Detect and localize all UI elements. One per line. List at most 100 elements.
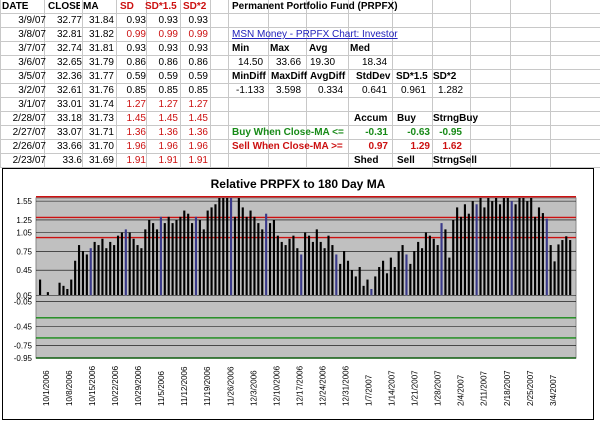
bar <box>518 198 521 296</box>
bar <box>276 235 279 296</box>
header-close: CLOSE <box>48 1 80 12</box>
cell-sd2: 1.36 <box>188 127 208 138</box>
x-tick-label: 1/28/2007 <box>434 370 443 406</box>
cell-date: 2/27/07 <box>12 127 46 138</box>
bar <box>85 254 88 296</box>
bar <box>506 198 509 296</box>
bar <box>148 219 151 296</box>
bar <box>545 218 548 296</box>
bar <box>452 219 455 296</box>
bar <box>249 210 252 296</box>
fund-title: Permanent Portfolio Fund (PRPFX) <box>232 1 398 12</box>
bar <box>105 248 108 296</box>
bar <box>495 198 498 296</box>
bar <box>541 213 544 296</box>
y-tick-label: -0.75 <box>14 341 33 350</box>
bar <box>385 273 389 296</box>
bar <box>378 267 381 296</box>
bar <box>214 204 217 296</box>
cell-ma: 31.77 <box>88 71 114 82</box>
signal-header-sell: Sell <box>397 155 415 166</box>
bar <box>374 276 377 296</box>
cell-sd15: 1.91 <box>158 155 178 166</box>
bar <box>440 223 443 296</box>
bar <box>167 216 170 296</box>
cell-sd2: 0.93 <box>188 15 208 26</box>
bar <box>343 251 346 296</box>
bar <box>241 207 244 296</box>
bar <box>159 216 162 296</box>
cell-sd2: 0.99 <box>188 29 208 40</box>
bar <box>163 223 166 296</box>
cell-close: 33.18 <box>56 113 82 124</box>
cell-sd15: 1.36 <box>158 127 178 138</box>
bar <box>358 267 361 296</box>
bar <box>304 232 307 296</box>
cell-close: 33.66 <box>56 141 82 152</box>
bar <box>116 235 120 296</box>
sell-value-sell: 1.29 <box>410 141 430 152</box>
cell-sd15: 1.96 <box>158 141 178 152</box>
stat-label-stddev: StdDev <box>356 71 391 82</box>
stat-label-min: Min <box>232 43 250 54</box>
x-tick-label: 10/15/2006 <box>88 365 97 406</box>
cell-ma: 31.82 <box>88 29 114 40</box>
cell-sd: 1.45 <box>126 113 146 124</box>
bar <box>420 248 424 296</box>
stat-value-med: 18.34 <box>362 57 388 68</box>
bar <box>152 223 155 296</box>
stat-label-maxdiff: MaxDiff <box>271 71 308 82</box>
bar <box>510 201 513 296</box>
header-sd: SD <box>120 1 134 12</box>
cell-ma: 31.84 <box>88 15 114 26</box>
x-tick-label: 12/17/2006 <box>295 365 304 406</box>
stat-value-sd2: 1.282 <box>438 85 464 96</box>
cell-ma: 31.74 <box>88 99 114 110</box>
bar <box>487 198 490 296</box>
bar <box>471 201 474 296</box>
x-tick-label: 1/21/2007 <box>411 370 420 406</box>
cell-sd2: 0.86 <box>188 57 208 68</box>
bar <box>233 216 237 296</box>
bar <box>179 216 182 296</box>
stat-label-sd15: SD*1.5 <box>396 71 428 82</box>
cell-sd: 1.27 <box>126 99 146 110</box>
bar <box>514 204 517 296</box>
bar <box>210 207 213 296</box>
bar <box>409 263 412 296</box>
header-sd15: SD*1.5 <box>145 1 177 12</box>
bar <box>413 251 416 296</box>
cell-sd2: 1.45 <box>188 113 208 124</box>
bar <box>331 245 334 296</box>
bar <box>549 245 552 296</box>
cell-sd15: 0.93 <box>158 43 178 54</box>
x-axis: 10/1/2006 10/8/2006 10/15/2006 10/22/2006 10… <box>42 365 558 406</box>
bar <box>483 207 486 296</box>
cell-sd15: 1.27 <box>158 99 178 110</box>
bar <box>194 216 198 296</box>
bar <box>261 229 264 296</box>
bar <box>70 279 73 296</box>
stat-value-max: 33.66 <box>276 57 302 68</box>
bar <box>77 245 81 296</box>
cell-sd: 1.96 <box>126 141 146 152</box>
cell-ma: 31.81 <box>88 43 114 54</box>
stat-value-mindiff: -1.133 <box>236 85 265 96</box>
x-tick-label: 11/12/2006 <box>180 366 189 406</box>
bar <box>113 245 116 296</box>
cell-date: 2/26/07 <box>12 141 46 152</box>
bar <box>206 210 209 296</box>
cell-ma: 31.73 <box>88 113 114 124</box>
bar <box>522 198 525 296</box>
msn-chart-link[interactable]: MSN Money - PRPFX Chart: Investor <box>232 29 398 40</box>
y-tick-label: 1.55 <box>16 197 32 206</box>
x-tick-label: 2/4/2007 <box>457 374 466 406</box>
bar <box>171 223 174 296</box>
bar <box>191 223 194 296</box>
header-date: DATE <box>2 1 29 12</box>
bar <box>565 236 568 296</box>
bar <box>463 204 466 296</box>
bar <box>479 198 482 296</box>
bar <box>456 207 459 296</box>
relative-ma-chart[interactable]: Relative PRPFX to 180 Day MA 1.55 1.25 1.0… <box>2 168 594 420</box>
